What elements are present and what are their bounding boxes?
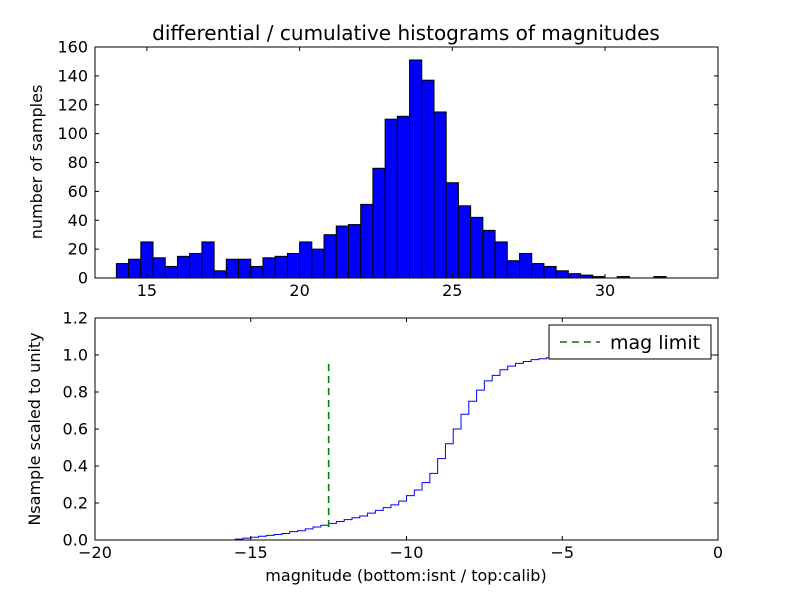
- histogram-bar: [555, 270, 569, 279]
- histogram-bar: [323, 234, 337, 279]
- bottom-axes-data-layer: [95, 354, 718, 541]
- legend-label: mag limit: [610, 332, 700, 354]
- histogram-bar: [433, 111, 447, 279]
- histogram-bar: [519, 252, 533, 279]
- y-tick-label: 0.4: [63, 457, 88, 476]
- x-tick-label: 25: [442, 281, 462, 300]
- y-tick-label: 160: [57, 38, 88, 57]
- histogram-bar: [457, 205, 472, 279]
- histogram-bar: [543, 265, 557, 279]
- x-tick-label: 0: [713, 543, 723, 562]
- x-tick-label: 15: [137, 281, 157, 300]
- top-y-axis-label: number of samples: [27, 85, 46, 240]
- histogram-bar: [238, 258, 252, 279]
- x-tick-label: −15: [234, 543, 268, 562]
- histogram-bar: [531, 263, 545, 279]
- y-tick-label: 120: [57, 95, 88, 114]
- y-tick-label: 140: [57, 66, 88, 85]
- y-tick-label: 0.6: [63, 420, 88, 439]
- histogram-bar: [482, 229, 496, 279]
- histogram-bar: [262, 257, 276, 279]
- y-tick-label: 20: [68, 240, 88, 259]
- y-tick-label: 0.2: [63, 494, 88, 513]
- figure-title: differential / cumulative histograms of …: [152, 21, 660, 45]
- histogram-bar: [494, 241, 508, 279]
- legend: mag limit: [548, 324, 712, 360]
- histogram-bar: [409, 59, 423, 279]
- y-tick-label: 100: [57, 124, 88, 143]
- bottom-axes-ticks: −20 −15 −10 −5 0 0.0 0.2 0.4 0.6 0.8 1.0 1.2: [63, 309, 724, 563]
- x-tick-label: 30: [595, 281, 615, 300]
- x-tick-label: 20: [289, 281, 309, 300]
- histogram-bar: [445, 182, 459, 279]
- histogram-bar: [274, 255, 288, 279]
- histogram-bar: [396, 115, 411, 279]
- x-tick-label: −5: [550, 543, 574, 562]
- cumulative-step-line: [95, 354, 718, 541]
- top-axes-ticks: 15 20 25 30 0 20 40 60 80 100 120 140 160: [57, 38, 718, 300]
- histogram-bar: [567, 273, 582, 279]
- histogram-bar: [164, 265, 178, 279]
- y-tick-label: 0: [78, 269, 88, 288]
- y-tick-label: 80: [68, 153, 88, 172]
- histogram-bar: [506, 260, 520, 279]
- histogram-bar: [335, 225, 349, 279]
- histogram-bar: [189, 252, 203, 279]
- histogram-bar: [360, 203, 374, 279]
- y-tick-label: 60: [68, 182, 88, 201]
- y-tick-label: 1.2: [63, 309, 88, 328]
- histogram-bar: [225, 258, 240, 279]
- histogram-bar: [470, 216, 484, 279]
- y-tick-label: 40: [68, 211, 88, 230]
- y-tick-label: 0.0: [63, 531, 88, 550]
- histogram-bar: [176, 255, 191, 279]
- histogram-bar: [311, 248, 325, 279]
- histogram-bar: [384, 118, 398, 279]
- histogram-bar: [201, 241, 215, 279]
- histogram-bar: [372, 167, 386, 279]
- histogram-bar: [250, 265, 264, 279]
- bottom-x-axis-label: magnitude (bottom:isnt / top:calib): [265, 566, 546, 585]
- histogram-bar: [421, 79, 435, 279]
- y-tick-label: 1.0: [63, 346, 88, 365]
- histogram-bar: [299, 241, 313, 279]
- histogram-bar: [286, 252, 301, 279]
- histogram-bar: [140, 241, 154, 279]
- histogram-bar: [128, 258, 142, 279]
- histogram-bar: [347, 224, 362, 279]
- histogram-bar: [115, 263, 130, 279]
- histogram-bar: [213, 270, 227, 279]
- bottom-y-axis-label: Nsample scaled to unity: [25, 332, 44, 525]
- x-tick-label: −10: [390, 543, 424, 562]
- histogram-bar: [152, 257, 166, 279]
- y-tick-label: 0.8: [63, 383, 88, 402]
- x-tick-label: −20: [78, 543, 112, 562]
- top-axes-data-layer: [115, 59, 667, 279]
